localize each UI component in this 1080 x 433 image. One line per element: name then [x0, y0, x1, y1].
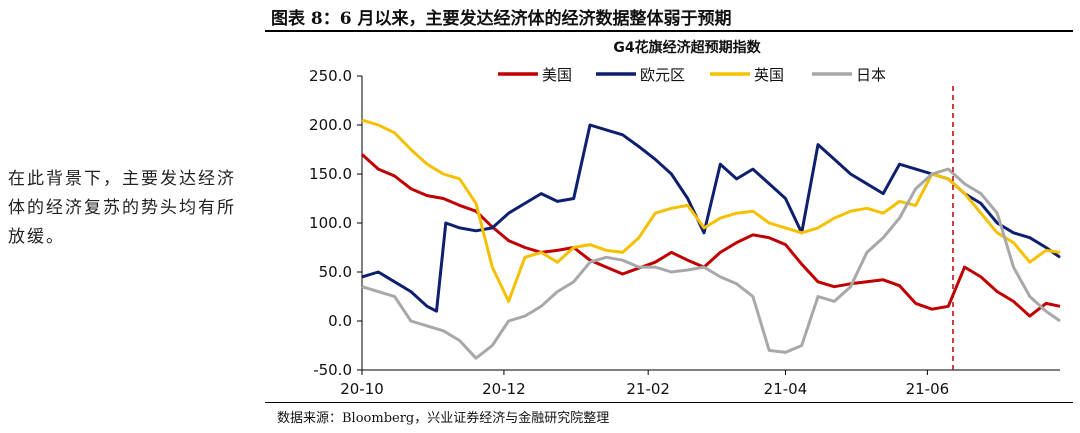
x-tick-label: 21-06: [906, 380, 950, 398]
bottom-rule: [265, 402, 1073, 403]
x-tick-label: 20-12: [482, 380, 526, 398]
figure-title: 图表 8：6 月以来，主要发达经济体的经济数据整体弱于预期: [271, 9, 732, 29]
y-tick-label: 50.0: [319, 263, 352, 281]
legend-label-1: 欧元区: [640, 66, 685, 84]
series-line-3: [361, 167, 1061, 360]
chart-title: G4花旗经济超预期指数: [613, 39, 761, 56]
side-note: 在此背景下，主要发达经济体的经济复苏的势头均有所放缓。: [8, 169, 236, 247]
y-tick-label: 0.0: [328, 312, 352, 330]
series-line-1: [361, 123, 1061, 313]
plot-area: [360, 86, 1061, 370]
x-axis: 20-10 20-12 21-02 21-04 21-06: [340, 369, 1060, 398]
y-tick-label: 250.0: [309, 67, 352, 85]
series-line-0: [360, 153, 1061, 318]
top-rule: [265, 30, 1073, 32]
y-axis: 250.0 200.0 150.0 100.0 50.0 0.0 -50.0: [309, 67, 363, 379]
legend-label-2: 英国: [754, 66, 784, 84]
y-tick-label: 150.0: [309, 165, 352, 183]
legend-label-0: 美国: [542, 66, 572, 84]
x-tick-label: 20-10: [340, 380, 384, 398]
y-tick-label: -50.0: [313, 361, 352, 379]
y-tick-label: 200.0: [309, 116, 352, 134]
legend: 美国 欧元区 英国 日本: [498, 66, 886, 84]
source-note: 数据来源：Bloomberg，兴业证券经济与金融研究院整理: [277, 411, 610, 426]
series-line-2: [361, 118, 1061, 303]
y-tick-label: 100.0: [309, 214, 352, 232]
x-tick-label: 21-04: [764, 380, 808, 398]
legend-label-3: 日本: [856, 66, 886, 84]
x-tick-label: 21-02: [626, 380, 670, 398]
